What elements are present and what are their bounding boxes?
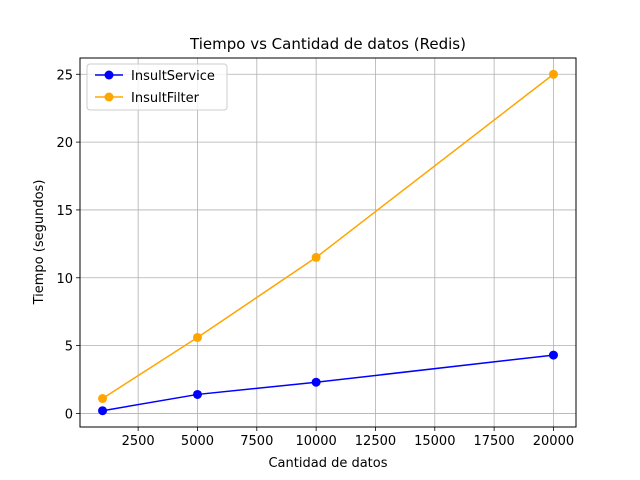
y-tick-label-5: 5 <box>65 340 73 355</box>
series-line-insultfilter <box>102 73 554 400</box>
y-tick-label-25: 25 <box>56 68 73 83</box>
y-tick-label-10: 10 <box>56 272 73 287</box>
y-axis-label: Tiempo (segundos) <box>32 180 47 306</box>
legend-label-insultservice: InsultService <box>131 69 215 84</box>
x-tick-label-2500: 2500 <box>122 434 155 449</box>
x-tick-label-7500: 7500 <box>240 434 273 449</box>
x-tick-label-15000: 15000 <box>414 434 455 449</box>
data-point-insultfilter-1000 <box>98 394 108 404</box>
y-axis: 0 5 10 15 20 25 <box>56 68 80 422</box>
data-point-insultservice-1000 <box>98 406 108 416</box>
grid <box>80 58 576 427</box>
x-tick-label-20000: 20000 <box>533 434 574 449</box>
data-point-insultservice-5000 <box>192 389 202 399</box>
x-axis: 2500 5000 7500 10000 12500 15000 17500 20000 <box>122 427 574 449</box>
series-layer <box>98 69 558 416</box>
x-tick-label-17500: 17500 <box>473 434 514 449</box>
legend-marker-insultservice <box>104 70 114 80</box>
y-tick-label-20: 20 <box>56 136 73 151</box>
data-point-insultfilter-10000 <box>311 252 321 262</box>
y-tick-label-0: 0 <box>65 407 73 422</box>
legend: InsultService InsultFilter <box>86 63 228 111</box>
plot-frame <box>79 57 577 428</box>
x-tick-label-5000: 5000 <box>181 434 214 449</box>
legend-marker-insultfilter <box>104 92 114 102</box>
x-axis-label: Cantidad de datos <box>268 456 387 471</box>
x-tick-label-10000: 10000 <box>295 434 336 449</box>
data-point-insultservice-10000 <box>311 377 321 387</box>
data-point-insultfilter-20000 <box>548 69 558 79</box>
series-line-insultservice <box>102 354 554 412</box>
chart-title: Tiempo vs Cantidad de datos (Redis) <box>189 35 466 53</box>
legend-label-insultfilter: InsultFilter <box>131 91 200 106</box>
data-point-insultservice-20000 <box>548 350 558 360</box>
x-tick-label-12500: 12500 <box>355 434 396 449</box>
data-point-insultfilter-5000 <box>192 332 202 342</box>
y-tick-label-15: 15 <box>56 204 73 219</box>
